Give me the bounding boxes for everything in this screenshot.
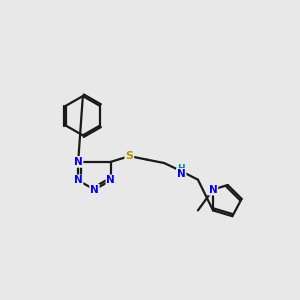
Text: N: N [74,176,82,185]
Text: H: H [177,164,185,173]
Text: N: N [209,184,218,195]
Text: N: N [177,169,186,179]
Text: N: N [74,157,82,167]
Text: S: S [125,151,133,161]
Text: N: N [106,176,115,185]
Text: N: N [90,184,99,195]
